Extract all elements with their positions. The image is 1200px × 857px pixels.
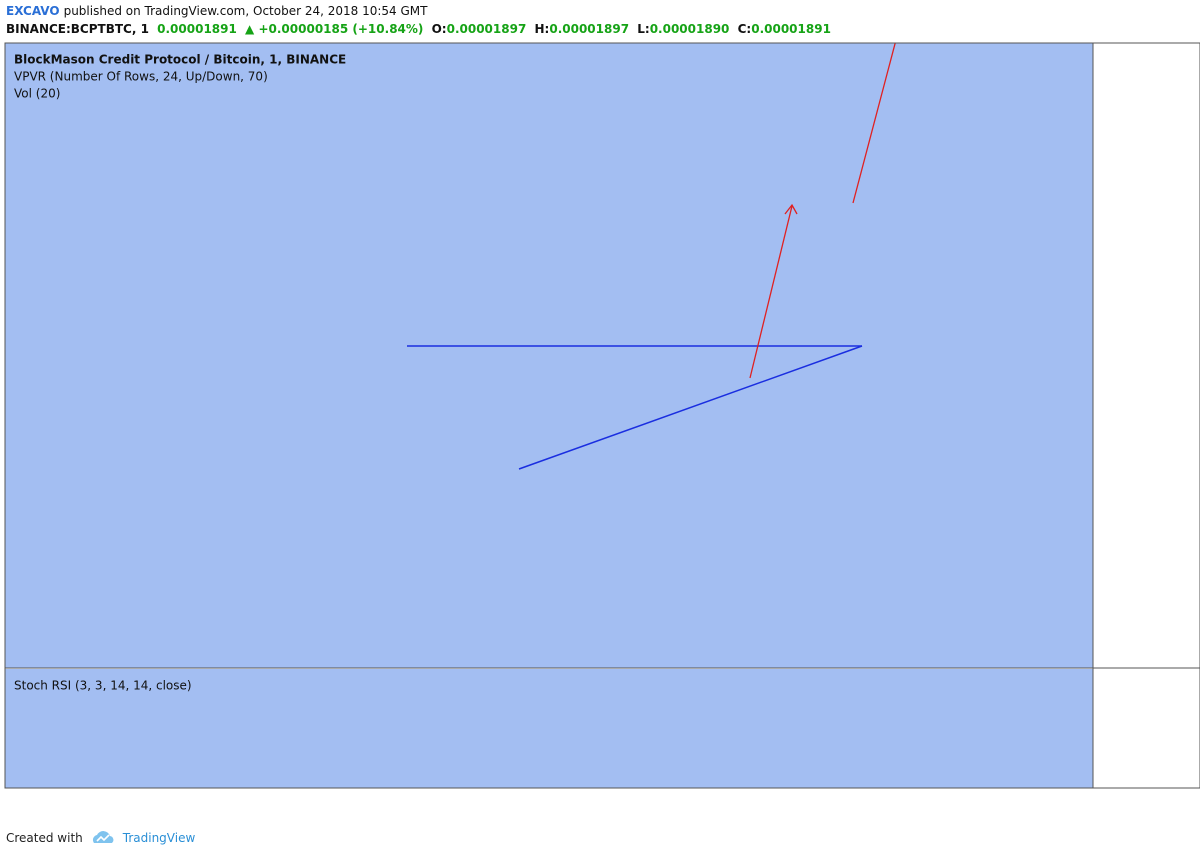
chart-title: BlockMason Credit Protocol / Bitcoin, 1,… [14, 53, 346, 67]
published: published on TradingView.com, October 24… [63, 4, 428, 18]
footer: Created with TradingView [6, 830, 195, 846]
indicator-label: VPVR (Number Of Rows, 24, Up/Down, 70) [14, 70, 268, 84]
ohlc-label: C: [737, 22, 752, 36]
main-pane [5, 43, 1093, 668]
ohlc-label: O: [431, 22, 447, 36]
triangle-bottom [518, 345, 863, 470]
arrow-head [784, 203, 798, 215]
frame [4, 42, 1200, 789]
ohlc-value: 0.00001897 [549, 22, 630, 36]
header-line-1: EXCAVO published on TradingView.com, Octo… [6, 4, 431, 18]
author[interactable]: EXCAVO [6, 4, 60, 18]
arrow-line [852, 43, 896, 204]
ohlc-value: 0.00001890 [649, 22, 730, 36]
arrow-line [749, 205, 793, 379]
chart: BlockMason Credit Protocol / Bitcoin, 1,… [4, 42, 1200, 789]
brand[interactable]: TradingView [122, 831, 196, 845]
ohlc-label: H: [534, 22, 550, 36]
logo [92, 831, 114, 843]
indicator-label: Vol (20) [14, 87, 60, 101]
stoch-title: Stoch RSI (3, 3, 14, 14, close) [14, 679, 192, 693]
stoch-pane [5, 669, 1093, 788]
last-price: 0.00001891 [157, 22, 237, 36]
header-line-2: BINANCE:BCPTBTC, 1 0.00001891 ▲ +0.00000… [6, 22, 835, 36]
symbol: BINANCE:BCPTBTC, 1 [6, 22, 149, 36]
ohlc-value: 0.00001891 [751, 22, 831, 36]
ohlc-label: L: [637, 22, 650, 36]
price-axis [1093, 43, 1200, 788]
created-with: Created with [6, 831, 83, 845]
ohlc-value: 0.00001897 [446, 22, 527, 36]
drawings [407, 43, 896, 470]
change: ▲ +0.00000185 (+10.84%) [245, 22, 424, 36]
